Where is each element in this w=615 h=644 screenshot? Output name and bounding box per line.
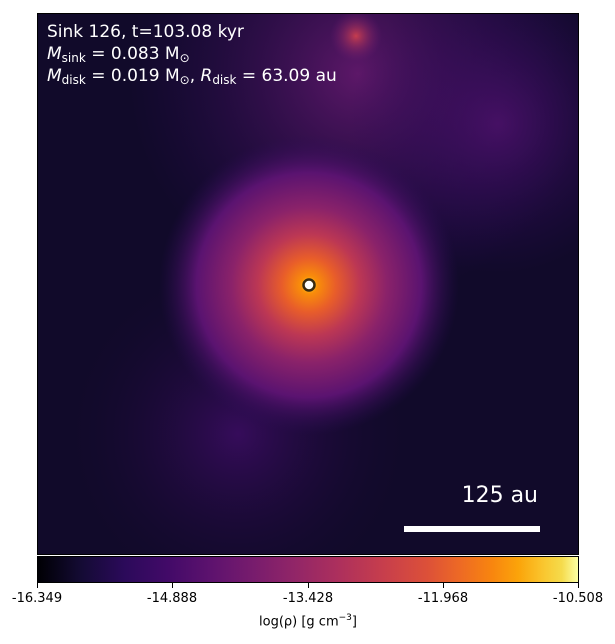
colorbar-tick bbox=[443, 583, 444, 588]
colorbar-tick-label: -10.508 bbox=[552, 591, 604, 606]
colorbar bbox=[37, 556, 579, 583]
sink-mass-label: Msink = 0.083 M⊙ bbox=[47, 44, 190, 65]
colorbar-title: log(ρ) [g cm−3] bbox=[259, 613, 357, 630]
scale-bar-label: 125 au bbox=[461, 483, 538, 508]
colorbar-tick-label: -14.888 bbox=[146, 591, 198, 606]
colorbar-tick-label: -13.428 bbox=[282, 591, 334, 606]
sink-title-label: Sink 126, t=103.08 kyr bbox=[47, 22, 244, 42]
colorbar-tick bbox=[172, 583, 173, 588]
density-field bbox=[38, 14, 578, 554]
sink-particle-marker bbox=[302, 278, 316, 292]
disk-properties-label: Mdisk = 0.019 M⊙, Rdisk = 63.09 au bbox=[47, 66, 337, 87]
colorbar-tick bbox=[578, 583, 579, 588]
colorbar-tick bbox=[308, 583, 309, 588]
colorbar-tick bbox=[37, 583, 38, 588]
density-map: Sink 126, t=103.08 kyr Msink = 0.083 M⊙ … bbox=[37, 13, 579, 555]
colorbar-tick-label: -11.968 bbox=[417, 591, 469, 606]
colorbar-tick-label: -16.349 bbox=[11, 591, 63, 606]
scale-bar bbox=[404, 526, 540, 532]
